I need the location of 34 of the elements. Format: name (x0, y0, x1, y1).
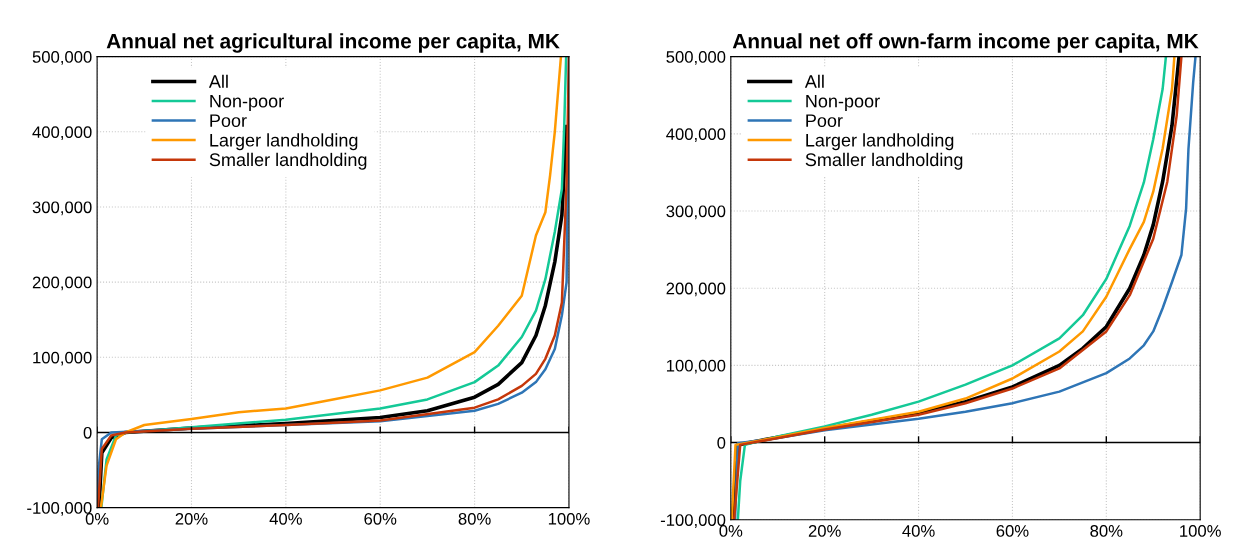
x-tick-label: 40% (269, 512, 302, 525)
legend-label: Non-poor (806, 94, 880, 112)
y-tick-label: 400,000 (666, 128, 726, 143)
y-tick-label: 200,000 (32, 276, 92, 291)
legend-label: Poor (806, 114, 843, 128)
x-tick-label: 20% (808, 525, 841, 537)
chart-title: Annual net agricultural income per capita, MK (106, 33, 560, 53)
y-tick-label: 0 (83, 426, 92, 439)
legend-label: Smaller landholding (209, 152, 367, 170)
legend-label: Non-poor (210, 94, 284, 112)
y-tick-label: 500,000 (32, 51, 92, 65)
y-tick-label: 200,000 (666, 282, 726, 297)
y-tick-label: 300,000 (32, 201, 92, 216)
y-tick-label: 100,000 (666, 359, 726, 374)
x-tick-label: 40% (902, 525, 935, 537)
legend-label: Larger landholding (210, 133, 358, 151)
x-tick-label: 80% (458, 512, 491, 525)
x-tick-label: 80% (1090, 525, 1123, 537)
chart-title: Annual net off own-farm income per capita, MK (732, 33, 1199, 53)
x-tick-label: 60% (996, 525, 1029, 537)
y-tick-label: 0 (717, 436, 726, 449)
legend-label: Poor (210, 114, 247, 128)
x-tick-label: 100% (1180, 525, 1221, 537)
y-tick-label: 500,000 (666, 51, 726, 65)
x-tick-label: 60% (364, 512, 397, 525)
x-tick-label: 20% (175, 512, 208, 525)
y-tick-label: 300,000 (666, 205, 726, 220)
legend-label: Larger landholding (806, 133, 954, 151)
legend-label: Smaller landholding (805, 152, 963, 170)
legend-label: All (804, 74, 824, 88)
legend-label: All (208, 74, 228, 88)
y-tick-label: 400,000 (32, 126, 92, 140)
y-tick-label: 100,000 (33, 351, 92, 366)
x-tick-label: 100% (548, 512, 590, 525)
